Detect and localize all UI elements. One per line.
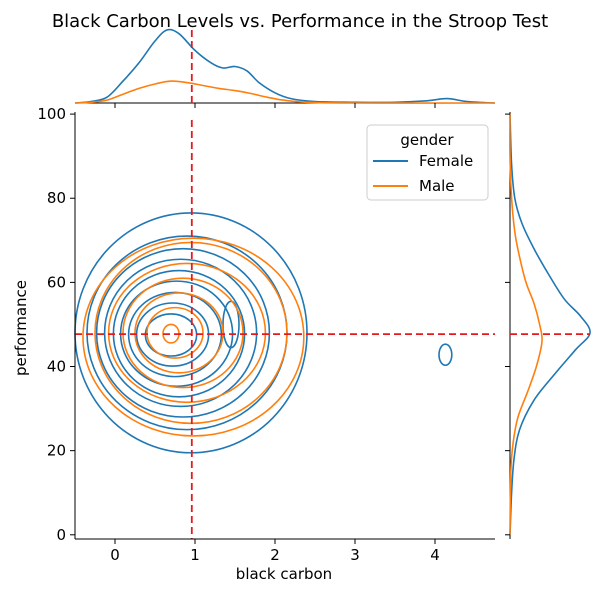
- y-axis-label: performance: [12, 280, 30, 376]
- x-tick-label: 3: [350, 546, 360, 564]
- chart-title: Black Carbon Levels vs. Performance in t…: [52, 11, 548, 32]
- x-tick-label: 1: [190, 546, 200, 564]
- contour-male-4: [134, 292, 224, 374]
- reference-lines: [75, 120, 495, 539]
- x-tick-label: 2: [270, 546, 280, 564]
- right-marginal-plot: [509, 112, 591, 539]
- x-tick-label: 4: [430, 546, 440, 564]
- contour-female-10: [438, 343, 453, 367]
- marginal-x-female: [74, 28, 496, 104]
- y-tick-label: 60: [47, 273, 66, 291]
- x-tick-label: 0: [110, 546, 120, 564]
- marginal-y-male: [509, 114, 543, 535]
- contour-layer: [74, 212, 453, 454]
- contour-female-9: [222, 300, 240, 349]
- y-tick-label: 40: [47, 358, 66, 376]
- marginal-y-female: [509, 114, 591, 535]
- x-axis-label: black carbon: [236, 565, 332, 583]
- y-tick-label: 0: [56, 526, 66, 544]
- contour-male-3: [122, 277, 244, 389]
- top-marginal-plot: [74, 28, 496, 104]
- contour-male-0: [82, 237, 305, 437]
- contour-female-3: [103, 258, 258, 408]
- legend: gender Female Male: [366, 124, 489, 201]
- legend-label-male: Male: [419, 177, 455, 195]
- legend-label-female: Female: [419, 152, 473, 170]
- legend-title: gender: [400, 131, 454, 149]
- y-tick-label: 100: [37, 105, 66, 123]
- contour-male-5: [146, 306, 204, 359]
- y-tick-label: 80: [47, 189, 66, 207]
- contour-female-2: [95, 247, 271, 418]
- marginal-x-male: [74, 80, 496, 104]
- contour-male-2: [107, 262, 267, 404]
- y-tick-label: 20: [47, 442, 66, 460]
- legend-box: [366, 124, 489, 201]
